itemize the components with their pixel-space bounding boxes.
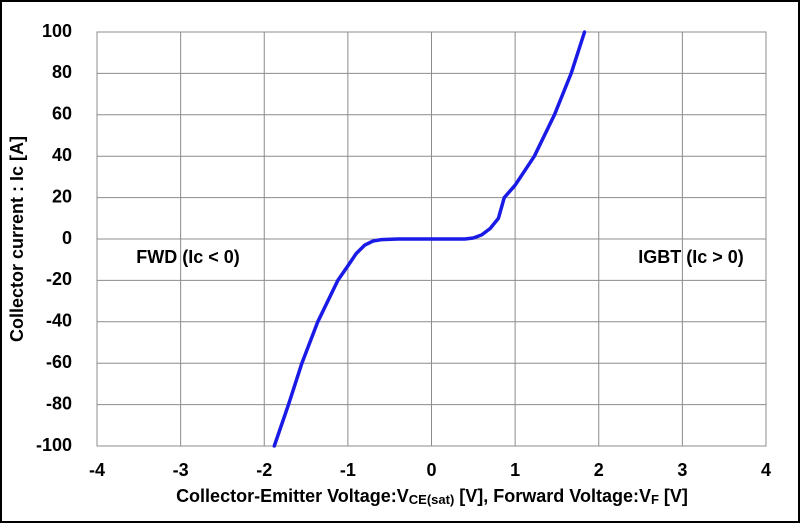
x-axis-title-part: [V], Forward Voltage:V [454,486,651,506]
x-tick-label: 4 [761,460,771,480]
x-tick-label: -2 [256,460,272,480]
y-axis-title: Collector current : Ic [A] [7,136,27,342]
x-axis-title-subscript: CE(sat) [409,492,455,507]
y-tick-label: 0 [62,228,72,248]
y-tick-label: -40 [46,311,72,331]
y-tick-label: 100 [42,21,72,41]
x-tick-label: 3 [677,460,687,480]
line-series [272,30,587,448]
y-tick-label: -100 [36,435,72,455]
annotation: IGBT (Ic > 0) [638,247,744,267]
annotation: FWD (Ic < 0) [136,247,240,267]
y-tick-label: 40 [52,145,72,165]
x-tick-label: 0 [426,460,436,480]
x-tick-label: -1 [340,460,356,480]
y-tick-label: -80 [46,393,72,413]
y-tick-label: 60 [52,104,72,124]
x-tick-label: -4 [89,460,105,480]
x-axis-title-part: Collector-Emitter Voltage:V [176,486,409,506]
x-axis-title: Collector-Emitter Voltage:VCE(sat) [V], … [176,486,688,508]
y-tick-label: -20 [46,269,72,289]
x-tick-label: -3 [173,460,189,480]
x-tick-label: 2 [594,460,604,480]
y-tick-label: -60 [46,352,72,372]
y-tick-label: 20 [52,186,72,206]
y-tick-label: 80 [52,62,72,82]
plot-area [96,31,767,447]
x-axis-title-part: [V] [659,486,688,506]
x-axis-title-subscript: F [651,492,659,507]
x-tick-label: 1 [510,460,520,480]
